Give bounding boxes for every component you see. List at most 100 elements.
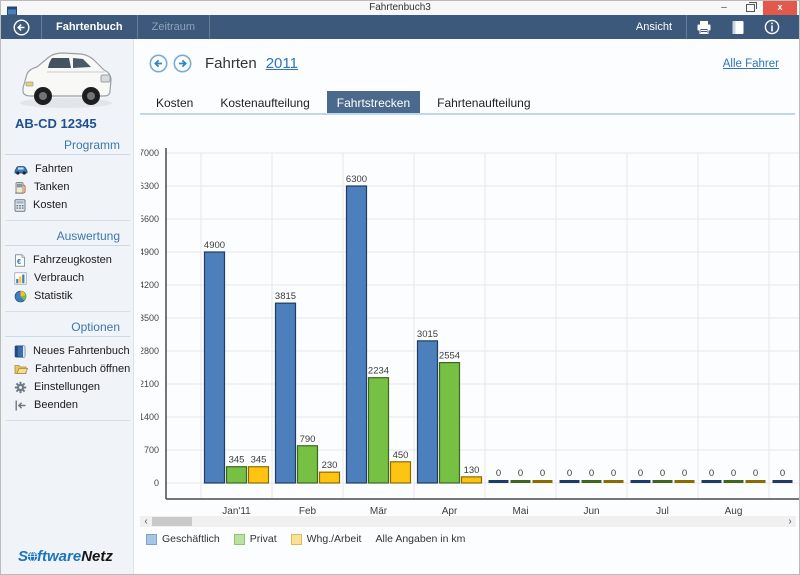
menu-bar: Fahrtenbuch Zeitraum Ansicht — [1, 15, 799, 39]
logbook-button[interactable] — [721, 20, 755, 35]
svg-text:0: 0 — [780, 468, 785, 479]
svg-text:130: 130 — [464, 465, 480, 476]
tab-kostenaufteilung[interactable]: Kostenaufteilung — [220, 96, 310, 110]
restore-icon — [745, 2, 757, 12]
sidebar-item-fahrtenbuch-oeffnen[interactable]: Fahrtenbuch öffnen — [1, 360, 134, 378]
bar-zero — [772, 480, 793, 483]
prev-year-button[interactable] — [149, 54, 168, 73]
back-button[interactable] — [1, 18, 41, 36]
scroll-right-icon[interactable]: › — [788, 516, 792, 527]
arrow-left-icon — [149, 54, 168, 73]
bar — [389, 461, 412, 484]
bar — [345, 185, 368, 484]
info-button[interactable] — [755, 19, 789, 35]
euro-document-icon: € — [15, 253, 25, 267]
svg-text:0: 0 — [682, 468, 687, 479]
tab-kosten[interactable]: Kosten — [156, 96, 194, 110]
bar — [296, 445, 319, 484]
bar — [460, 476, 483, 484]
svg-text:6300: 6300 — [346, 174, 367, 185]
bar-zero — [581, 480, 602, 483]
back-arrow-icon — [12, 18, 30, 36]
close-button[interactable]: x — [763, 1, 797, 15]
svg-text:Apr: Apr — [442, 506, 458, 517]
svg-text:0: 0 — [660, 468, 665, 479]
bar-zero — [603, 480, 624, 483]
svg-text:2100: 2100 — [141, 379, 159, 389]
svg-text:€: € — [17, 257, 22, 266]
svg-text:2800: 2800 — [141, 346, 159, 356]
svg-text:3500: 3500 — [141, 313, 159, 323]
sidebar-item-label: Kosten — [33, 199, 68, 211]
section-divider — [5, 420, 130, 421]
sidebar-item-neues-fahrtenbuch[interactable]: Neues Fahrtenbuch — [1, 342, 134, 360]
sidebar-item-kosten[interactable]: Kosten — [1, 196, 134, 214]
section-title-auswertung: Auswertung — [5, 229, 130, 246]
sidebar-item-einstellungen[interactable]: Einstellungen — [1, 378, 134, 396]
svg-text:6300: 6300 — [141, 181, 159, 191]
bar-zero — [674, 480, 695, 483]
tab-bar: Kosten Kostenaufteilung Fahrtstrecken Fa… — [146, 91, 548, 115]
svg-text:0: 0 — [518, 468, 523, 479]
svg-text:4900: 4900 — [204, 240, 225, 251]
menu-divider — [41, 15, 42, 39]
year-link[interactable]: 2011 — [265, 55, 298, 72]
minimize-button[interactable]: – — [721, 2, 727, 13]
sidebar-item-verbrauch[interactable]: Verbrauch — [1, 269, 134, 287]
scroll-left-icon[interactable]: ‹ — [144, 516, 148, 527]
bar-zero — [745, 480, 766, 483]
legend-note: Alle Angaben in km — [375, 533, 466, 545]
menu-divider — [209, 15, 211, 39]
restore-button[interactable] — [737, 1, 763, 15]
menu-item-fahrtenbuch[interactable]: Fahrtenbuch — [56, 21, 123, 33]
horizontal-scrollbar[interactable]: ‹ › — [140, 516, 796, 527]
page-title: Fahrten — [205, 55, 257, 72]
bar-zero — [532, 480, 553, 483]
title-bar: Fahrtenbuch3 – x — [1, 1, 799, 16]
sidebar-item-beenden[interactable]: Beenden — [1, 396, 134, 414]
bar — [416, 340, 439, 484]
sidebar-item-tanken[interactable]: Tanken — [1, 178, 134, 196]
bar-zero — [630, 480, 651, 483]
svg-text:230: 230 — [322, 460, 338, 471]
section-title-programm: Programm — [5, 138, 130, 155]
menu-divider — [136, 15, 138, 39]
bar — [274, 302, 297, 484]
svg-text:0: 0 — [611, 468, 616, 479]
sidebar-item-label: Fahrtenbuch öffnen — [35, 363, 131, 375]
next-year-button[interactable] — [173, 54, 192, 73]
svg-text:Feb: Feb — [299, 506, 317, 517]
printer-icon — [697, 20, 711, 34]
pie-chart-icon — [14, 290, 27, 302]
print-button[interactable] — [687, 20, 721, 35]
svg-text:790: 790 — [300, 434, 316, 445]
sidebar-item-fahrten[interactable]: Fahrten — [1, 160, 134, 178]
menu-item-ansicht[interactable]: Ansicht — [635, 21, 672, 33]
tab-fahrtenaufteilung[interactable]: Fahrtenaufteilung — [437, 96, 531, 110]
bar-zero — [559, 480, 580, 483]
svg-text:0: 0 — [589, 468, 594, 479]
tab-fahrtstrecken[interactable]: Fahrtstrecken — [326, 91, 421, 115]
bar-zero — [652, 480, 673, 483]
svg-text:0: 0 — [753, 468, 758, 479]
info-icon — [764, 19, 780, 35]
tab-underline — [140, 113, 795, 115]
column-chart-icon — [14, 271, 27, 285]
legend-swatch-yellow — [290, 533, 302, 545]
svg-text:345: 345 — [229, 455, 245, 466]
svg-text:2554: 2554 — [439, 351, 460, 362]
menu-item-zeitraum[interactable]: Zeitraum — [151, 21, 196, 33]
sidebar-item-fahrzeugkosten[interactable]: € Fahrzeugkosten — [1, 251, 134, 269]
legend-swatch-green — [233, 533, 245, 545]
sidebar-item-label: Fahrten — [35, 163, 73, 175]
arrow-right-icon — [173, 54, 192, 73]
scrollbar-thumb[interactable] — [152, 517, 192, 526]
sidebar-item-statistik[interactable]: Statistik — [1, 287, 134, 305]
svg-text:0: 0 — [731, 468, 736, 479]
globe-icon — [27, 551, 38, 562]
bar — [438, 361, 461, 484]
sidebar: AB-CD 12345 Programm Fahrten Ta — [1, 39, 134, 574]
legend-item-privat: Privat — [233, 533, 277, 545]
license-plate: AB-CD 12345 — [15, 116, 97, 131]
all-drivers-link[interactable]: Alle Fahrer — [722, 58, 779, 70]
